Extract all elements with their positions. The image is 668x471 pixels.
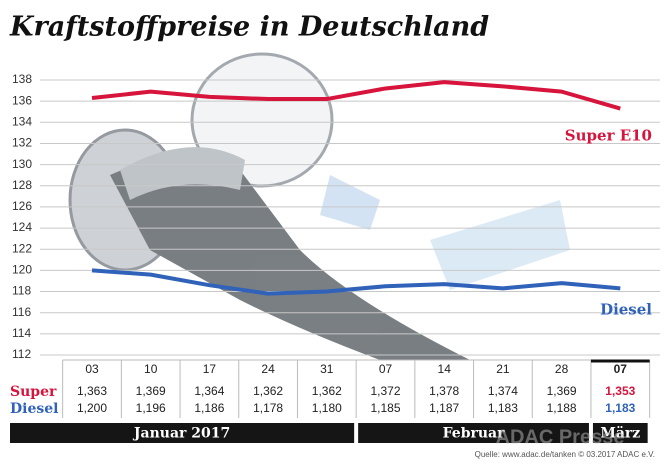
y-tick-label: 118 [12, 284, 31, 298]
value-label: 1,372 [370, 384, 400, 398]
y-tick-label: 132 [12, 136, 32, 150]
value-label: 1,369 [136, 384, 166, 398]
y-tick-label: 122 [12, 241, 32, 255]
value-label: 1,200 [77, 401, 107, 415]
x-tick-label: 28 [555, 362, 569, 376]
series-line [91, 80, 621, 111]
period-band [10, 423, 355, 443]
period-label: Januar 2017 [132, 426, 230, 442]
y-tick-label: 120 [12, 263, 32, 277]
x-tick-label: 10 [144, 362, 158, 376]
period-band [592, 423, 648, 443]
value-label: 1,374 [488, 384, 518, 398]
x-tick-label: 31 [320, 362, 334, 376]
x-tick-label: 07 [379, 362, 393, 376]
period-band [358, 423, 589, 443]
y-tick-label: 134 [12, 114, 32, 128]
value-label: 1,362 [312, 384, 342, 398]
y-tick-label: 130 [12, 157, 32, 171]
value-label: 1,362 [253, 384, 283, 398]
period-label: März [600, 426, 640, 442]
value-label: 1,183 [488, 401, 518, 415]
y-tick-label: 114 [12, 326, 31, 340]
value-label: 1,378 [429, 384, 459, 398]
period-label: Februar [443, 426, 505, 442]
value-label: 1,185 [370, 401, 400, 415]
row-label: Super [10, 384, 57, 400]
x-tick-label: 17 [203, 362, 217, 376]
y-tick-label: 128 [12, 178, 32, 192]
value-label: 1,364 [194, 384, 224, 398]
x-tick-label: 07 [614, 362, 628, 376]
series-line [91, 268, 621, 296]
x-tick-label: 03 [85, 362, 99, 376]
x-tick-label: 24 [261, 362, 275, 376]
value-label: 1,188 [547, 401, 577, 415]
value-label: 1,186 [194, 401, 224, 415]
row-label: Diesel [10, 401, 58, 417]
plot: 112 114 116 118 120 122 124 126 128 130 132 134 136 1… [10, 72, 660, 443]
value-label: 1,180 [312, 401, 342, 415]
watermark: ADAC Presse [496, 426, 625, 448]
value-label: 1,363 [77, 384, 107, 398]
y-tick-label: 126 [12, 199, 32, 213]
y-tick-label: 124 [12, 220, 32, 234]
x-tick-label: 21 [496, 362, 510, 376]
series-label: Super E10 [565, 127, 652, 145]
y-tick-label: 138 [12, 72, 32, 86]
series-label: Diesel [600, 300, 652, 318]
source: Quelle: www.adac.de/tanken © 03.2017 ADA… [475, 450, 655, 459]
x-tick-label: 14 [438, 362, 452, 376]
chart-title: Kraftstoffpreise in Deutschland [9, 12, 489, 43]
y-tick-label: 112 [12, 347, 31, 361]
value-label: 1,187 [429, 401, 459, 415]
y-tick-label: 116 [12, 305, 31, 319]
y-tick-label: 136 [12, 93, 32, 107]
value-label: 1,196 [136, 401, 166, 415]
value-label: 1,369 [547, 384, 577, 398]
value-label: 1,183 [605, 401, 635, 415]
value-label: 1,178 [253, 401, 283, 415]
value-label: 1,353 [605, 384, 635, 398]
